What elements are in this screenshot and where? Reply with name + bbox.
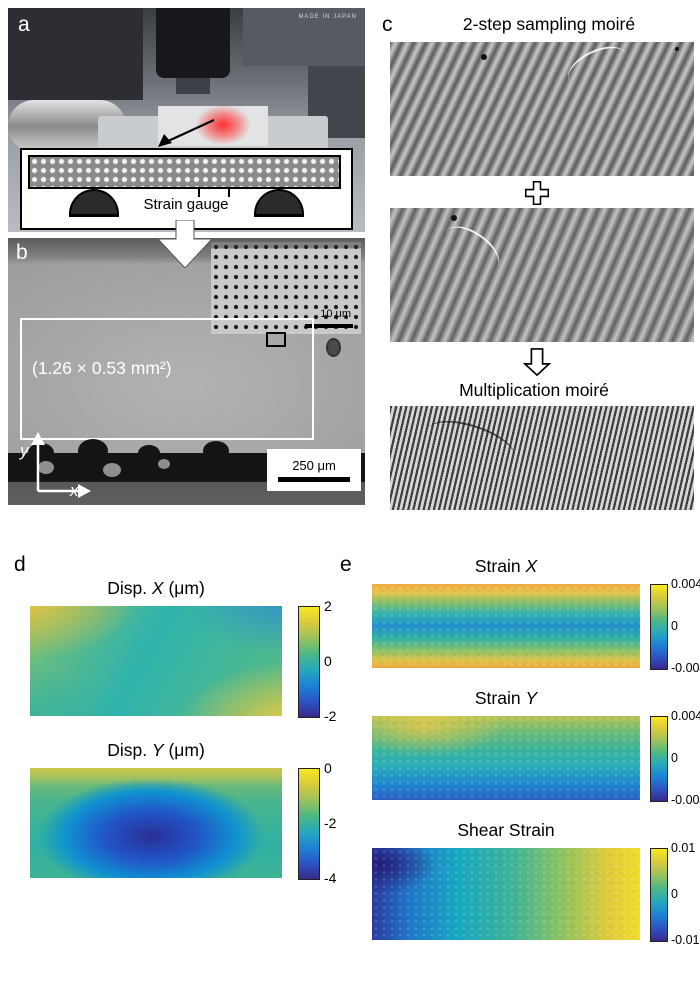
colorbar-tick: 0	[671, 886, 678, 901]
inset-scale-label: 10 μm	[320, 308, 351, 320]
strain-x-title: Strain X	[372, 556, 640, 577]
title-units: (μm)	[163, 740, 205, 760]
panel-b-micrograph: 10 μm (1.26 × 0.53 mm²) 250 μm y x	[8, 238, 365, 505]
edge-bump	[78, 439, 108, 463]
disp-x-heatmap	[30, 606, 282, 716]
dust-spot	[674, 47, 679, 52]
microscope-turret	[243, 8, 365, 66]
objective-tip	[176, 78, 210, 94]
measurement-area-label: (1.26 × 0.53 mm²)	[32, 358, 172, 378]
surface-defect	[326, 338, 341, 357]
colorbar-tick: -4	[324, 870, 337, 886]
plus-icon	[524, 180, 550, 206]
panel-e-label: e	[340, 553, 352, 576]
title-text: Disp.	[107, 740, 152, 760]
specimen-pointer-arrow	[158, 119, 215, 147]
colorbar-tick: 0.01	[671, 840, 696, 855]
colorbar-tick: -2	[324, 815, 337, 831]
panel-b-label: b	[16, 241, 28, 264]
microscope-objective	[156, 8, 230, 78]
scratch-mark	[561, 42, 635, 98]
crack-mark	[423, 411, 520, 474]
laser-glow	[186, 98, 260, 152]
title-units: (μm)	[163, 578, 205, 598]
grating-strip	[28, 155, 341, 189]
colorbar-tick: 0	[671, 750, 678, 765]
view-arrow-icon	[158, 220, 212, 268]
x-axis-label: x	[70, 481, 79, 500]
microscope-body	[8, 8, 143, 100]
shear-strain-title: Shear Strain	[372, 820, 640, 841]
strain-y-title: Strain Y	[372, 688, 640, 709]
strain-y-colorbar	[650, 716, 668, 802]
specimen-schematic-inset: Strain gauge	[20, 148, 353, 230]
title-variable: Y	[525, 688, 538, 708]
colorbar-tick: 0	[324, 760, 332, 776]
disp-x-title: Disp. X (μm)	[30, 578, 282, 599]
shear-strain-heatmap	[372, 848, 640, 940]
edge-bump	[28, 443, 54, 463]
colorbar-tick: 0	[324, 653, 332, 669]
colorbar-tick: -0.004	[671, 660, 700, 675]
disp-y-colorbar	[298, 768, 320, 880]
axes-arrows	[31, 432, 91, 498]
edge-bubble	[38, 461, 54, 474]
moire-image-result	[390, 406, 694, 510]
y-axis-label: y	[20, 441, 29, 460]
edge-bubble	[158, 459, 170, 469]
disp-y-title: Disp. Y (μm)	[30, 740, 282, 761]
colorbar-tick: -0.004	[671, 792, 700, 807]
multiplication-moire-title: Multiplication moiré	[459, 380, 609, 400]
measurement-region-rect	[20, 318, 314, 440]
gauge-bracket-icon	[198, 187, 230, 197]
colorbar-tick: 0	[671, 618, 678, 633]
colorbar-tick: -2	[324, 708, 337, 724]
disp-x-colorbar	[298, 606, 320, 718]
moire-image-2	[390, 208, 694, 342]
title-text: Strain	[474, 688, 526, 708]
panel-c-label: c	[382, 13, 393, 36]
edge-bump	[138, 445, 160, 461]
strain-x-colorbar	[650, 584, 668, 670]
edge-bump	[203, 441, 229, 461]
title-text: Shear Strain	[457, 820, 555, 840]
scale-bar-label: 250 μm	[292, 458, 336, 473]
scratch-mark	[434, 217, 508, 284]
equipment-engraving: MADE IN JAPAN	[298, 14, 357, 20]
colorbar-tick: 2	[324, 598, 332, 614]
edge-bubble	[103, 463, 121, 477]
dust-spot	[450, 214, 457, 221]
strain-x-heatmap	[372, 584, 640, 668]
panel-a-photo: MADE IN JAPAN Strain gauge a	[8, 8, 365, 232]
scale-bar-box: 250 μm	[267, 449, 361, 491]
title-text: Disp.	[107, 578, 152, 598]
moire-image-1	[390, 42, 694, 176]
panel-a-label: a	[18, 13, 30, 36]
strain-gauge-label: Strain gauge	[143, 196, 229, 213]
disp-y-heatmap	[30, 768, 282, 878]
colorbar-tick: 0.004	[671, 576, 700, 591]
scale-bar	[278, 477, 350, 482]
zoom-source-marker	[266, 332, 286, 347]
title-variable: Y	[151, 740, 164, 760]
dust-spot	[481, 54, 488, 61]
panel-c-title: 2-step sampling moiré	[462, 14, 636, 34]
panel-d-label: d	[14, 553, 26, 576]
colorbar-tick: 0.004	[671, 708, 700, 723]
title-variable: X	[151, 578, 164, 598]
title-text: Strain	[474, 556, 526, 576]
strain-y-heatmap	[372, 716, 640, 800]
down-arrow-icon	[523, 348, 551, 377]
panel-c-moire: c 2-step sampling moiré Multiplication m…	[372, 6, 696, 518]
title-variable: X	[525, 556, 538, 576]
shear-strain-colorbar	[650, 848, 668, 942]
inset-scale-bar	[305, 324, 353, 328]
colorbar-tick: -0.01	[671, 932, 700, 947]
